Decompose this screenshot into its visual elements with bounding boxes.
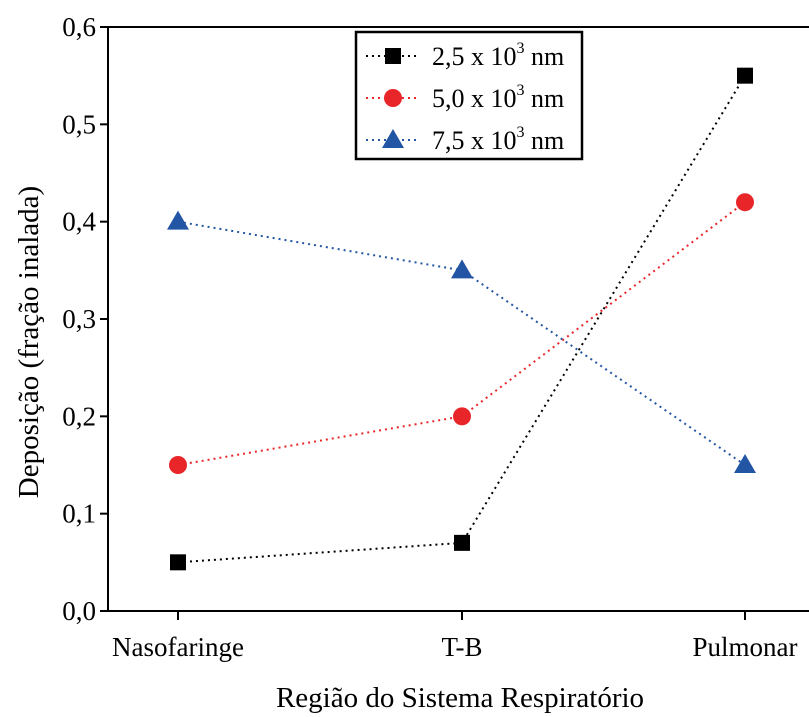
axes: 0,0 0,1 0,2 0,3 0,4 0,5 0,6 Nasofaringe T-B Pulmo… (62, 12, 809, 662)
series-line (177, 220, 746, 466)
data-point (454, 534, 470, 551)
data-point (734, 454, 756, 473)
legend-base: 2,5 x 10 (432, 42, 517, 71)
data-point (736, 193, 754, 212)
legend-base: 7,5 x 10 (432, 126, 517, 155)
data-point (167, 210, 189, 230)
data-point (453, 407, 471, 426)
legend-marker (384, 89, 402, 107)
legend-marker (385, 48, 401, 64)
series-layer (167, 67, 756, 571)
y-axis-title: Deposição (fração inalada) (13, 186, 45, 498)
legend: 2,5 x 103 nm5,0 x 103 nm7,5 x 103 nm (354, 30, 584, 161)
series-3 (167, 210, 756, 473)
data-point (451, 259, 473, 279)
series-2 (169, 193, 754, 474)
x-tick-label: T-B (441, 632, 482, 662)
series-line (177, 75, 746, 564)
series-1 (170, 67, 753, 571)
data-point (170, 554, 186, 571)
legend-label: 7,5 x 103 nm (432, 124, 564, 155)
y-tick-label: 0,1 (62, 499, 96, 529)
legend-label: 5,0 x 103 nm (432, 82, 564, 113)
legend-exponent: 3 (517, 82, 525, 99)
y-tick-label: 0,4 (62, 207, 96, 237)
legend-unit: nm (525, 84, 565, 113)
x-tick-label: Pulmonar (693, 632, 798, 662)
y-tick-label: 0,3 (62, 304, 96, 334)
legend-exponent: 3 (517, 124, 525, 141)
y-tick-label: 0,5 (62, 109, 96, 139)
data-point (737, 67, 753, 84)
x-tick-label: Nasofaringe (112, 632, 244, 662)
legend-base: 5,0 x 10 (432, 84, 517, 113)
series-line (177, 201, 746, 466)
y-tick-label: 0,6 (62, 12, 96, 42)
legend-unit: nm (525, 126, 565, 155)
legend-marker (382, 129, 404, 148)
legend-unit: nm (525, 42, 565, 71)
y-tick-label: 0,2 (62, 401, 96, 431)
legend-exponent: 3 (517, 40, 525, 57)
data-point (169, 456, 187, 474)
x-axis-title: Região do Sistema Respiratório (276, 682, 644, 714)
y-tick-label: 0,0 (62, 596, 96, 626)
legend-label: 2,5 x 103 nm (432, 40, 564, 71)
